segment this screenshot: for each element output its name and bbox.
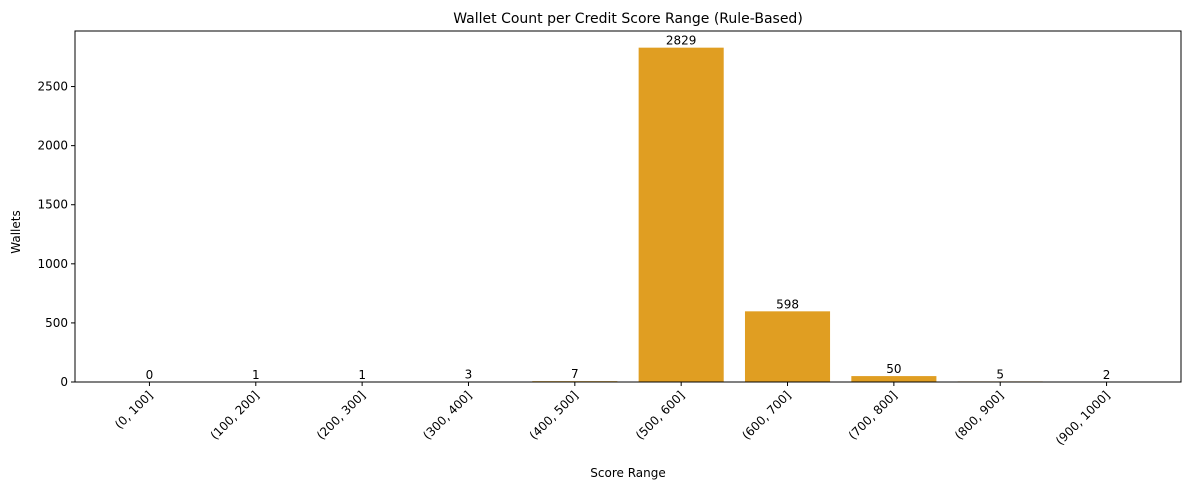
y-tick-label: 1000: [37, 257, 68, 271]
bar-value-label: 2829: [666, 34, 697, 48]
x-tick-label: (900, 1000]: [1053, 388, 1113, 448]
y-tick-label: 2000: [37, 139, 68, 153]
x-tick-label: (100, 200]: [208, 388, 262, 442]
bar-value-label: 1: [358, 368, 366, 382]
chart-title: Wallet Count per Credit Score Range (Rul…: [453, 11, 803, 27]
x-tick-label: (800, 900]: [952, 388, 1006, 442]
x-tick-label: (300, 400]: [420, 388, 474, 442]
plot-frame: [74, 30, 1182, 383]
bar-value-label: 50: [886, 362, 901, 376]
x-tick-label: (600, 700]: [739, 388, 793, 442]
x-tick-label: (200, 300]: [314, 388, 368, 442]
y-tick-label: 2500: [37, 80, 68, 94]
y-tick-label: 1500: [37, 198, 68, 212]
y-axis-label: Wallets: [9, 210, 23, 253]
x-axis-label: Score Range: [590, 466, 665, 480]
x-tick-label: (400, 500]: [527, 388, 581, 442]
bar-value-label: 3: [465, 368, 473, 382]
bar-value-label: 598: [776, 297, 799, 311]
bar: [744, 311, 831, 382]
x-tick-label: (700, 800]: [846, 388, 900, 442]
y-tick-label: 500: [45, 316, 68, 330]
bar-value-label: 5: [996, 367, 1004, 381]
bar-value-label: 7: [571, 367, 579, 381]
y-tick-label: 0: [60, 375, 68, 389]
bar-value-label: 0: [146, 368, 154, 382]
plot-area: 0 500 1000 1500 2000 2500 0 (0, 100] 1 (100, 200]…: [37, 34, 1150, 448]
x-tick-label: (0, 100]: [112, 388, 156, 432]
x-tick-label: (500, 600]: [633, 388, 687, 442]
bar: [851, 376, 937, 382]
bar-value-label: 2: [1103, 368, 1111, 382]
bar: [638, 47, 724, 382]
bar-value-label: 1: [252, 368, 260, 382]
